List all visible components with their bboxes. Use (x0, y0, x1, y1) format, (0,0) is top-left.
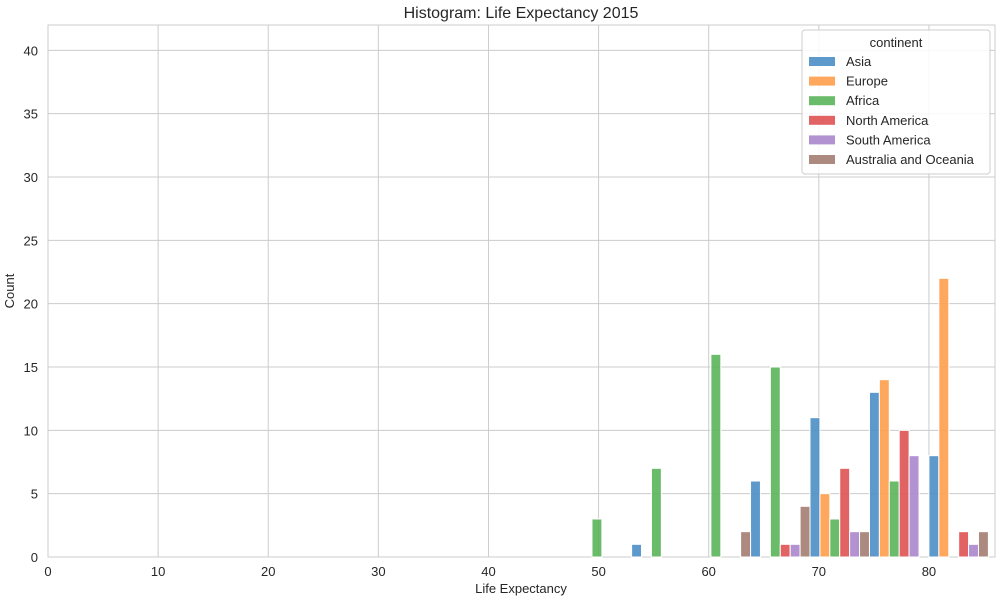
bar-north-america (839, 467, 851, 558)
legend-swatch-africa (809, 96, 835, 106)
tick-labels: 0 10 20 30 40 50 60 70 80 0 5 10 15 20 25 30 35 40 (24, 43, 937, 579)
bar-europe (819, 493, 831, 558)
x-tick-label: 0 (44, 564, 51, 579)
bar-europe (878, 379, 890, 558)
legend-swatch-europe (809, 76, 835, 86)
y-tick-label: 5 (31, 487, 38, 502)
bar-south-america (968, 543, 979, 558)
x-tick-label: 30 (371, 564, 385, 579)
bar-australia-and-oceania (859, 531, 870, 558)
bar-africa (829, 518, 841, 558)
plot-frame (47, 24, 996, 558)
legend-label-south-america: South America (846, 132, 931, 147)
bar-asia (928, 455, 940, 558)
x-axis-label: Life Expectancy (475, 581, 567, 596)
bar-south-america (789, 543, 801, 558)
bar-south-america (908, 455, 920, 558)
legend-box (801, 29, 991, 175)
legend-swatch-south-america (809, 135, 835, 145)
y-tick-label: 20 (24, 297, 38, 312)
bar-north-america (779, 543, 791, 558)
y-tick-label: 30 (24, 170, 38, 185)
x-tick-label: 70 (812, 564, 826, 579)
y-tick-label: 15 (24, 360, 38, 375)
bar-south-america (849, 531, 861, 558)
legend-swatch-asia (809, 57, 835, 66)
bar-africa (888, 480, 900, 558)
bar-africa (591, 518, 603, 558)
y-axis-label: Count (2, 273, 17, 308)
y-tick-label: 40 (24, 43, 38, 58)
legend-items: Asia Europe Africa North America South Ameri… (809, 54, 975, 167)
x-tick-label: 10 (151, 564, 165, 579)
bar-asia (809, 417, 821, 558)
x-tick-label: 40 (481, 564, 495, 579)
bar-north-america (898, 429, 910, 558)
bar-asia (631, 543, 643, 558)
bar-australia-and-oceania (740, 531, 752, 558)
bar-asia (750, 480, 761, 558)
x-tick-label: 60 (701, 564, 715, 579)
bars (591, 277, 989, 558)
bar-australia-and-oceania (799, 505, 811, 558)
x-tick-label: 50 (591, 564, 605, 579)
legend-swatch-north-america (809, 115, 835, 125)
legend-label-north-america: North America (846, 113, 929, 128)
legend-label-asia: Asia (846, 54, 872, 69)
y-tick-label: 0 (31, 550, 38, 565)
bar-africa (650, 467, 662, 558)
bar-africa (710, 353, 722, 558)
legend-title: continent (870, 35, 923, 50)
bar-asia (868, 391, 880, 558)
bar-europe (938, 277, 950, 558)
legend-label-africa: Africa (846, 93, 880, 108)
legend-label-australia-and-oceania: Australia and Oceania (846, 152, 975, 167)
bar-australia-and-oceania (977, 531, 989, 558)
legend: continent Asia Europe Africa North America S… (801, 29, 991, 175)
chart-title: Histogram: Life Expectancy 2015 (404, 5, 639, 22)
y-tick-label: 25 (24, 233, 38, 248)
legend-label-europe: Europe (846, 74, 888, 89)
y-tick-label: 35 (24, 107, 38, 122)
bar-africa (769, 366, 781, 558)
bar-north-america (958, 531, 970, 558)
y-tick-label: 10 (24, 423, 38, 438)
x-tick-label: 80 (922, 564, 936, 579)
x-tick-label: 20 (261, 564, 275, 579)
legend-swatch-australia-and-oceania (809, 155, 835, 164)
